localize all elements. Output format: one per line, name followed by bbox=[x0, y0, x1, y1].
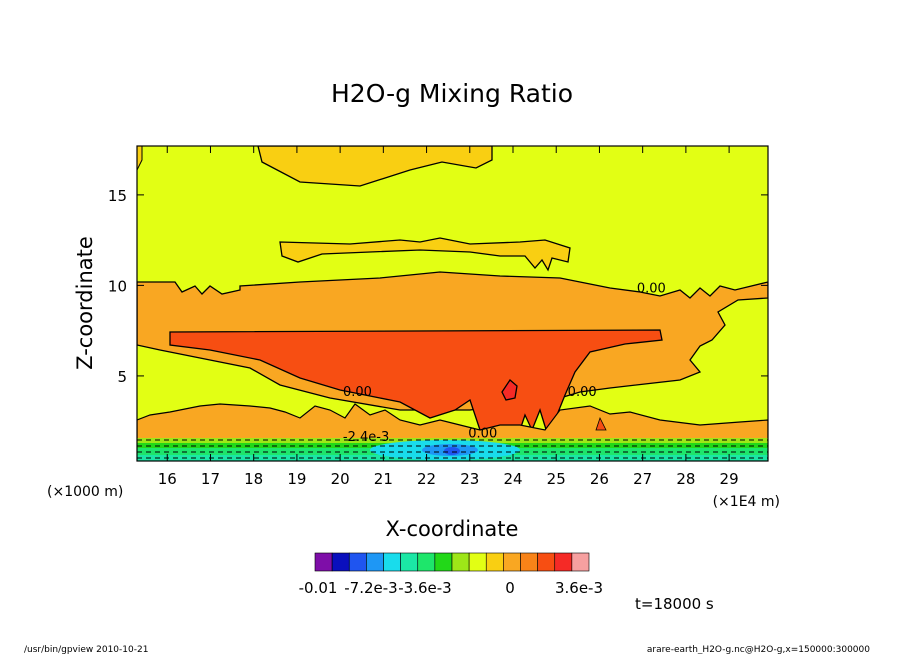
y-axis-ticks: 5 10 15 bbox=[108, 187, 768, 386]
x-axis-label: X-coordinate bbox=[386, 517, 519, 541]
colorbar-swatch bbox=[537, 552, 556, 572]
red-cell bbox=[501, 379, 518, 401]
x-tick-label: 18 bbox=[244, 470, 263, 488]
dry-patch-deep bbox=[444, 447, 460, 455]
colorbar-swatch bbox=[400, 552, 419, 572]
y-tick-label: 5 bbox=[117, 368, 127, 386]
colorbar-swatch bbox=[348, 552, 367, 572]
colorbar-swatch bbox=[503, 552, 521, 572]
footer-right: arare-earth_H2O-g.nc@H2O-g,x=150000:3000… bbox=[647, 645, 870, 654]
x-units-left: (×1000 m) bbox=[47, 484, 123, 500]
colorbar-tick-label: 3.6e-3 bbox=[555, 579, 603, 597]
colorbar-tick-label: -3.6e-3 bbox=[398, 579, 451, 597]
x-tick-label: 21 bbox=[374, 470, 393, 488]
x-tick-label: 17 bbox=[201, 470, 220, 488]
x-units-right: (×1E4 m) bbox=[713, 494, 780, 510]
colorbar-swatch bbox=[314, 552, 333, 572]
x-tick-label: 20 bbox=[331, 470, 350, 488]
corner-blob bbox=[137, 146, 143, 171]
colorbar-swatch bbox=[434, 552, 453, 572]
contour-labels: 0.00 0.00 0.00 -2.4e-3 0.00 bbox=[343, 282, 666, 445]
x-tick-label: 19 bbox=[287, 470, 306, 488]
x-tick-label: 29 bbox=[720, 470, 739, 488]
y-tick-label: 10 bbox=[108, 277, 127, 295]
colorbar-swatch bbox=[451, 552, 470, 572]
x-tick-label: 25 bbox=[547, 470, 566, 488]
colorbar bbox=[314, 552, 590, 572]
colorbar-tick-label: 0 bbox=[505, 579, 515, 597]
mid-blob bbox=[279, 237, 571, 272]
colorbar-swatch bbox=[485, 552, 504, 572]
contour-label: 0.00 bbox=[468, 426, 497, 441]
colorbar-swatch bbox=[383, 552, 401, 572]
contour-field: 0.00 0.00 0.00 -2.4e-3 0.00 bbox=[137, 146, 768, 461]
plot-area: 0.00 0.00 0.00 -2.4e-3 0.00 16 17 18 19 20 21 22 23… bbox=[108, 145, 769, 488]
colorbar-swatch bbox=[571, 552, 590, 572]
time-label: t=18000 s bbox=[635, 595, 714, 613]
contour-label: 0.00 bbox=[637, 282, 666, 297]
colorbar-swatch bbox=[468, 552, 487, 572]
x-tick-label: 16 bbox=[158, 470, 177, 488]
contour-label: 0.00 bbox=[343, 385, 372, 400]
colorbar-tick-labels: -0.01 -7.2e-3 -3.6e-3 0 3.6e-3 bbox=[299, 579, 603, 597]
red-spot bbox=[595, 416, 607, 431]
chart-title: H2O-g Mixing Ratio bbox=[331, 79, 573, 108]
colorbar-swatch bbox=[520, 552, 538, 572]
colorbar-swatch bbox=[554, 552, 573, 572]
top-blob bbox=[257, 146, 493, 187]
contour-label: 0.00 bbox=[568, 385, 597, 400]
x-tick-label: 23 bbox=[460, 470, 479, 488]
colorbar-tick-label: -0.01 bbox=[299, 579, 338, 597]
x-tick-label: 24 bbox=[503, 470, 522, 488]
x-tick-label: 28 bbox=[676, 470, 695, 488]
x-tick-label: 22 bbox=[417, 470, 436, 488]
colorbar-swatch bbox=[417, 552, 436, 572]
colorbar-swatch bbox=[366, 552, 384, 572]
colorbar-swatch bbox=[331, 552, 350, 572]
x-axis-ticks: 16 17 18 19 20 21 22 23 24 25 26 27 28 29 bbox=[158, 146, 739, 488]
x-tick-label: 27 bbox=[633, 470, 652, 488]
dashed-contours bbox=[137, 439, 768, 459]
colorbar-tick-label: -7.2e-3 bbox=[344, 579, 397, 597]
plot-frame bbox=[136, 145, 769, 462]
lower-orange-layer bbox=[137, 403, 768, 441]
y-axis-label: Z-coordinate bbox=[73, 236, 97, 370]
y-tick-label: 15 bbox=[108, 187, 127, 205]
x-tick-label: 26 bbox=[590, 470, 609, 488]
contour-label: -2.4e-3 bbox=[343, 430, 389, 445]
footer-left: /usr/bin/gpview 2010-10-21 bbox=[24, 645, 148, 654]
